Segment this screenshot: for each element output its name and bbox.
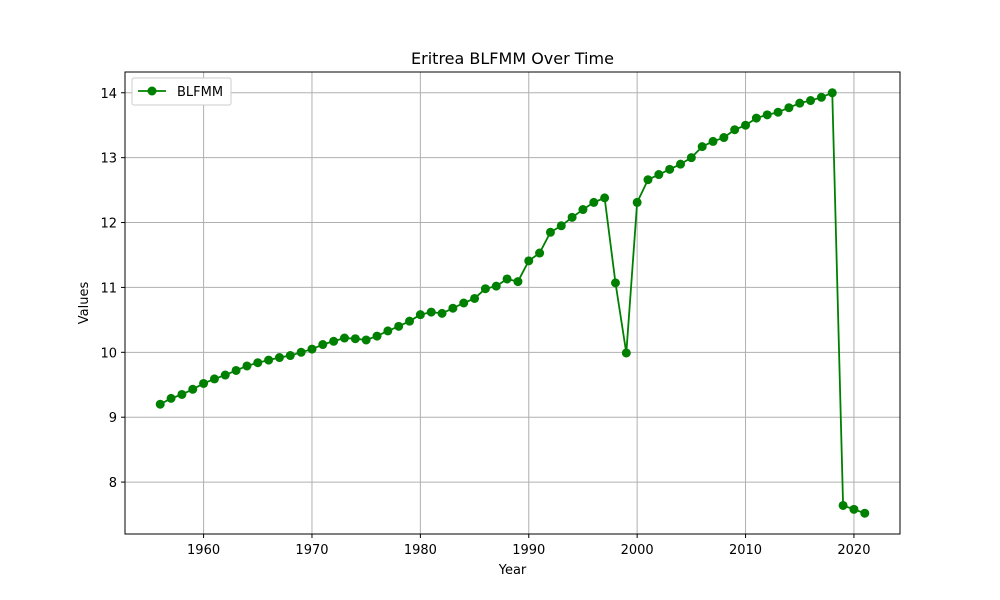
data-point xyxy=(491,281,501,291)
data-point xyxy=(589,197,599,207)
data-point xyxy=(762,110,772,120)
legend-marker-swatch xyxy=(147,86,157,96)
x-tick-label: 1990 xyxy=(512,543,545,558)
data-point xyxy=(426,307,436,317)
data-point xyxy=(350,334,360,344)
data-point xyxy=(665,164,675,174)
data-point xyxy=(318,340,328,350)
data-point xyxy=(502,274,512,284)
data-point xyxy=(751,113,761,123)
data-point xyxy=(806,96,816,106)
y-tick-label: 8 xyxy=(109,476,117,491)
data-point xyxy=(199,378,209,388)
data-point xyxy=(339,333,349,343)
data-point xyxy=(437,308,447,318)
data-point xyxy=(361,335,371,345)
data-point xyxy=(394,321,404,331)
y-tick-label: 14 xyxy=(100,87,117,102)
data-point xyxy=(405,316,415,326)
data-point xyxy=(686,153,696,163)
data-point xyxy=(849,504,859,514)
data-point xyxy=(177,389,187,399)
data-point xyxy=(708,136,718,146)
data-point xyxy=(578,205,588,215)
legend-label-blfmm: BLFMM xyxy=(177,85,223,100)
x-tick-label: 1980 xyxy=(404,543,437,558)
data-point xyxy=(816,92,826,102)
x-tick-label: 2000 xyxy=(621,543,654,558)
data-point xyxy=(860,508,870,518)
data-point xyxy=(209,374,219,384)
data-point xyxy=(285,351,295,361)
data-point xyxy=(600,193,610,203)
data-point xyxy=(480,284,490,294)
data-point xyxy=(621,348,631,358)
data-point xyxy=(470,293,480,303)
data-point xyxy=(719,133,729,143)
data-point xyxy=(524,256,534,266)
data-point xyxy=(459,298,469,308)
x-tick-label: 1970 xyxy=(295,543,328,558)
legend-box xyxy=(131,77,232,106)
data-point xyxy=(448,303,458,313)
data-point xyxy=(838,500,848,510)
data-point xyxy=(296,347,306,357)
data-point xyxy=(383,326,393,336)
legend: BLFMM xyxy=(131,77,232,106)
data-point xyxy=(545,227,555,237)
data-point xyxy=(773,107,783,117)
data-point xyxy=(654,170,664,180)
data-point xyxy=(556,221,566,231)
data-point xyxy=(242,361,252,371)
series-layer xyxy=(155,88,870,518)
x-tick-label: 2020 xyxy=(837,543,870,558)
data-point xyxy=(784,103,794,113)
data-point xyxy=(827,88,837,98)
data-point xyxy=(730,125,740,135)
axis-ticks: 1960 1970 1980 1990 2000 2010 2020 8 9 10 11 12 13 14 xyxy=(100,87,870,558)
data-point xyxy=(220,370,230,380)
y-tick-label: 13 xyxy=(100,152,117,167)
data-point xyxy=(231,365,241,375)
x-tick-label: 1960 xyxy=(187,543,220,558)
y-tick-label: 11 xyxy=(100,281,117,296)
data-point xyxy=(307,344,317,354)
data-point xyxy=(676,159,686,169)
grid-lines xyxy=(125,72,900,534)
y-tick-label: 9 xyxy=(109,411,117,426)
plot-frame xyxy=(124,71,901,535)
data-point xyxy=(567,212,577,222)
data-point xyxy=(632,197,642,207)
data-point xyxy=(155,399,165,409)
data-point xyxy=(535,248,545,258)
data-point xyxy=(741,120,751,130)
y-tick-label: 10 xyxy=(100,346,117,361)
data-point xyxy=(188,384,198,394)
data-point xyxy=(329,336,339,346)
y-axis-label: Values xyxy=(77,282,92,325)
data-point xyxy=(697,142,707,152)
data-point xyxy=(513,277,523,287)
data-point xyxy=(274,353,284,363)
data-point xyxy=(253,358,263,368)
data-point xyxy=(166,393,176,403)
data-point xyxy=(643,175,653,185)
x-tick-label: 2010 xyxy=(729,543,762,558)
x-axis-label: Year xyxy=(498,563,527,578)
data-point xyxy=(415,310,425,320)
chart-title: Eritrea BLFMM Over Time xyxy=(411,49,614,68)
data-point xyxy=(610,278,620,288)
data-point xyxy=(795,98,805,108)
data-point xyxy=(372,331,382,341)
y-tick-label: 12 xyxy=(100,217,117,232)
data-point xyxy=(264,355,274,365)
